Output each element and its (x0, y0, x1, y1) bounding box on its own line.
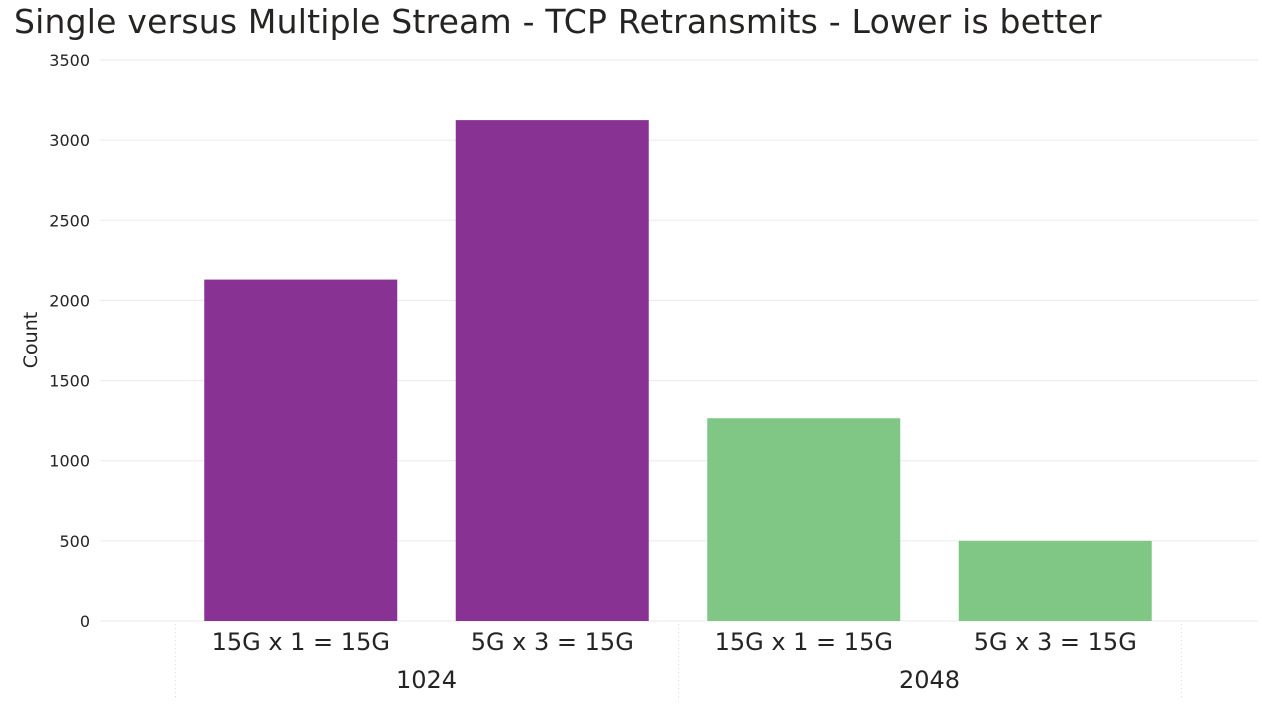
x-group-label: 2048 (899, 666, 960, 694)
x-category-label: 5G x 3 = 15G (974, 628, 1137, 656)
bar (958, 540, 1152, 621)
y-tick-label: 1500 (49, 372, 90, 391)
x-group-label: 1024 (396, 666, 457, 694)
chart-title: Single versus Multiple Stream - TCP Retr… (14, 2, 1102, 41)
y-tick-label: 2500 (49, 211, 90, 230)
bar (707, 418, 901, 621)
bars (204, 120, 1152, 621)
x-category-label: 5G x 3 = 15G (471, 628, 634, 656)
y-axis-ticks: 0 500 1000 1500 2000 2500 3000 3500 (49, 51, 90, 631)
bar (455, 120, 649, 621)
y-tick-label: 0 (80, 612, 90, 631)
y-tick-label: 1000 (49, 452, 90, 471)
x-category-label: 15G x 1 = 15G (715, 628, 893, 656)
y-axis-title: Count (20, 312, 42, 368)
bar (204, 279, 398, 621)
y-tick-label: 500 (59, 532, 90, 551)
x-category-label: 15G x 1 = 15G (212, 628, 390, 656)
y-tick-label: 3000 (49, 131, 90, 150)
y-tick-label: 2000 (49, 291, 90, 310)
y-tick-label: 3500 (49, 51, 90, 70)
